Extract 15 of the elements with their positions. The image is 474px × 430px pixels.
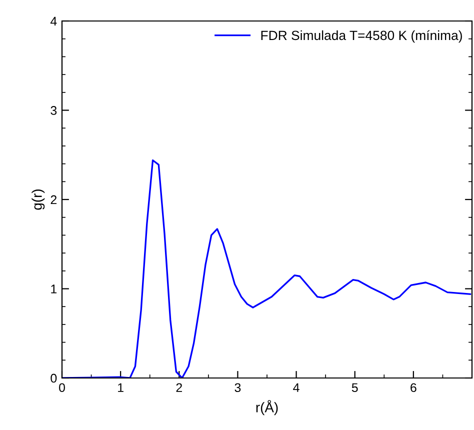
y-tick-label: 2 bbox=[50, 195, 57, 204]
y-tick-label: 0 bbox=[50, 374, 57, 383]
x-axis-title: r(Å) bbox=[256, 400, 278, 416]
x-tick-label: 0 bbox=[59, 383, 65, 392]
y-tick-label: 4 bbox=[50, 16, 57, 26]
x-tick-label: 1 bbox=[118, 383, 124, 392]
x-tick-label: 2 bbox=[176, 383, 182, 392]
y-axis-title: g(r) bbox=[32, 190, 45, 210]
x-tick-label: 4 bbox=[293, 383, 300, 392]
legend-label: FDR Simulada T=4580 K (mínima) bbox=[261, 30, 462, 43]
y-tick-label: 1 bbox=[51, 284, 57, 294]
x-tick-label: 6 bbox=[410, 383, 416, 392]
x-tick-label: 3 bbox=[234, 383, 241, 392]
x-tick-label: 5 bbox=[352, 383, 358, 392]
y-tick-label: 3 bbox=[50, 106, 57, 115]
